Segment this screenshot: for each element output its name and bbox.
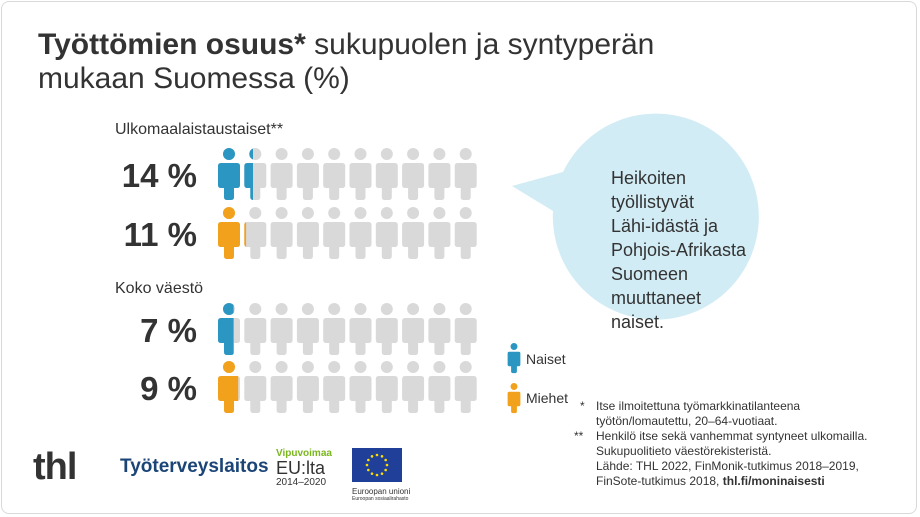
title-bold: Työttömien osuus*: [38, 28, 306, 61]
vipu-line2: EU:lta: [276, 458, 326, 478]
footnote-2: ** Henkilö itse sekä vanhemmat syntyneet…: [574, 429, 868, 459]
eu-star-icon: [380, 455, 384, 458]
eu-logo: Euroopan unioni Euroopan sosiaalirahasto: [352, 448, 410, 502]
eu-star-icon: [370, 455, 374, 458]
eu-star-icon: [375, 453, 379, 457]
footnote-line: Itse ilmoitettuna työmarkkinatilanteena: [596, 399, 801, 413]
footnotes: * Itse ilmoitettuna työmarkkinatilanteen…: [574, 399, 868, 489]
page-title: Työttömien osuus* sukupuolen ja syntyper…: [38, 28, 654, 96]
bubble-line: naiset.: [611, 312, 665, 332]
speech-bubble-shape: [512, 113, 759, 320]
bubble-line: Suomeen: [611, 264, 689, 284]
title-rest: sukupuolen ja syntyperän: [314, 28, 655, 61]
value-label-foreign-women: 14 %: [121, 157, 197, 194]
thl-logo: thl: [33, 446, 77, 488]
legend-men-label: Miehet: [526, 390, 569, 406]
tyoterveyslaitos-logo: Työterveyslaitos: [120, 456, 269, 477]
eu-star-icon: [367, 468, 370, 472]
source-text: FinSote-tutkimus 2018,: [596, 474, 720, 488]
eu-flag-icon: [352, 448, 402, 482]
vipu-line1: Vipuvoimaa: [276, 448, 332, 459]
footnote-line: työtön/lomautettu, 20–64-vuotiaat.: [596, 414, 778, 428]
footnote-line: Henkilö itse sekä vanhemmat syntyneet ul…: [596, 429, 868, 443]
eu-star-icon: [367, 458, 370, 462]
value-label-foreign-men: 11 %: [123, 216, 197, 253]
title-line2: mukaan Suomessa (%): [38, 62, 350, 95]
source-line-2: FinSote-tutkimus 2018, thl.fi/moninaises…: [580, 474, 867, 489]
eu-star-icon: [370, 472, 374, 475]
value-label-total-men: 9 %: [140, 370, 197, 407]
eu-text: Euroopan unioni: [352, 487, 411, 496]
eu-star-icon: [375, 473, 379, 477]
bubble-line: Lähi-idästä ja: [611, 216, 719, 236]
eu-star-icon: [385, 463, 389, 467]
eu-star-icon: [365, 463, 369, 467]
bubble-line: Pohjois-Afrikasta: [611, 240, 747, 260]
source-link[interactable]: thl.fi/moninaisesti: [722, 474, 825, 488]
legend-women-label: Naiset: [526, 351, 566, 367]
footnote-1: * Itse ilmoitettuna työmarkkinatilanteen…: [580, 399, 867, 429]
footnote-mark: *: [580, 399, 585, 413]
section-label-total: Koko väestö: [115, 280, 204, 297]
source-line: Lähde: THL 2022, FinMonik-tutkimus 2018–…: [596, 459, 859, 473]
bubble-text: Heikoiten työllistyvät Lähi-idästä ja Po…: [611, 166, 811, 334]
section-label-foreign: Ulkomaalaistaustaiset**: [115, 121, 284, 138]
eu-star-icon: [380, 472, 384, 475]
eu-subtext: Euroopan sosiaalirahasto: [352, 496, 409, 502]
eu-star-icon: [384, 458, 387, 462]
bubble-line: muuttaneet: [611, 288, 702, 308]
footnote-mark: **: [574, 429, 584, 443]
value-label-total-women: 7 %: [140, 312, 197, 349]
eu-star-icon: [384, 468, 387, 472]
vipu-line3: 2014–2020: [276, 477, 327, 488]
footnote-line: Sukupuolitieto väestörekisteristä.: [596, 444, 772, 458]
bubble-line: Heikoiten: [611, 168, 687, 188]
bubble-line: työllistyvät: [611, 192, 695, 212]
vipuvoimaa-logo: Vipuvoimaa EU:lta 2014–2020: [276, 448, 332, 488]
